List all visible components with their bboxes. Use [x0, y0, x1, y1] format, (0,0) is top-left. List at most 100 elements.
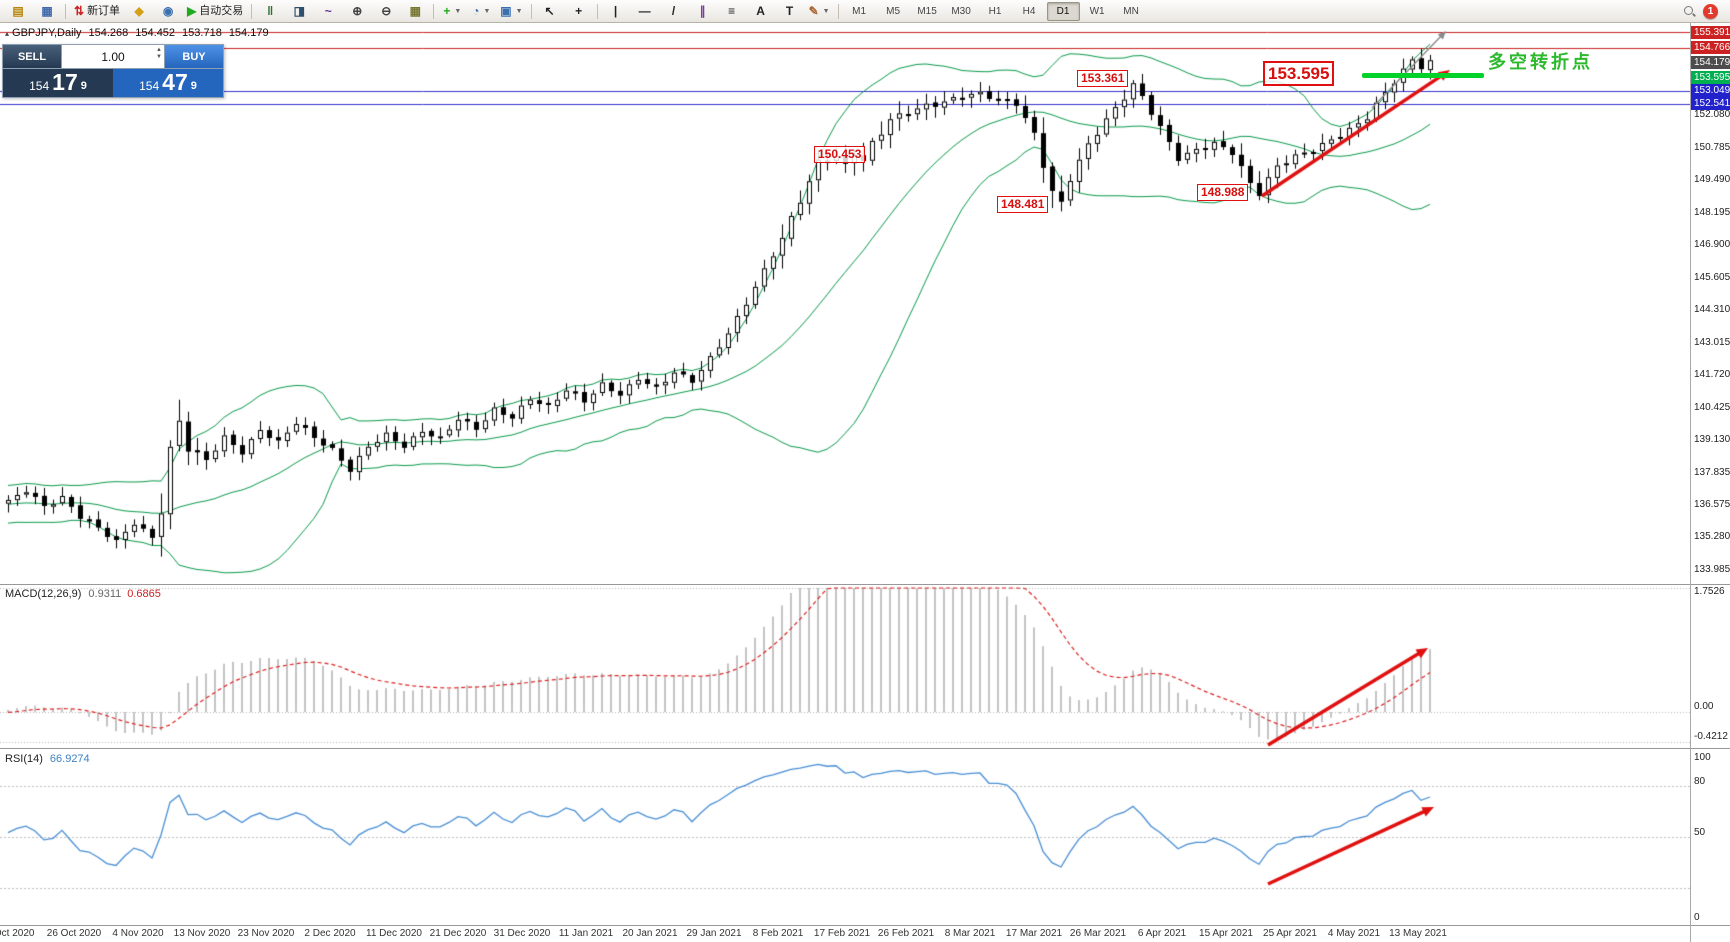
- timeframe-m30[interactable]: M30: [951, 5, 971, 17]
- text-button[interactable]: A: [747, 1, 775, 22]
- periods-caret-icon: ▼: [483, 7, 491, 15]
- main-chart-canvas[interactable]: [0, 23, 1690, 584]
- date-axis-label: 11 Jan 2021: [558, 928, 614, 939]
- line-chart-button[interactable]: ~: [314, 1, 342, 22]
- zoom-out-button[interactable]: ⊖: [372, 1, 400, 22]
- text-icon: A: [756, 4, 765, 18]
- date-axis-label: 11 Dec 2020: [366, 928, 422, 939]
- volume-value: 1.00: [101, 49, 125, 64]
- price-axis-tick: 140.425: [1694, 401, 1730, 413]
- rsi-axis-tick: 100: [1694, 752, 1711, 763]
- sell-price-button[interactable]: 154 17 9: [3, 69, 113, 97]
- macd-value-signal: 0.6865: [127, 588, 161, 600]
- date-axis-label: 8 Mar 2021: [944, 928, 996, 939]
- autotrading-icon: ▶: [187, 4, 197, 18]
- notification-badge[interactable]: 1: [1703, 3, 1718, 19]
- candlestick-chart-button[interactable]: ◨: [285, 1, 313, 22]
- arrows-tool-button[interactable]: ✎ ▼: [805, 1, 834, 22]
- market-watch-button[interactable]: ◉: [154, 1, 182, 22]
- line-chart-icon: ~: [324, 4, 332, 18]
- toolbar-separator: [65, 3, 66, 19]
- date-axis-label: 20 Jan 2021: [622, 928, 678, 939]
- fibonacci-retracement-button[interactable]: ≡: [718, 1, 746, 22]
- timeframe-h1[interactable]: H1: [988, 5, 1002, 17]
- new-order-button[interactable]: ⇅ 新订单: [70, 1, 124, 22]
- timeframe-d1[interactable]: D1: [1046, 1, 1080, 21]
- equidistant-channel-icon: ∥: [699, 4, 706, 18]
- toolbar-separator: [433, 3, 435, 19]
- price-axis-tag: 155.391: [1691, 25, 1730, 39]
- zoom-in-button[interactable]: ⊕: [343, 1, 371, 22]
- periods-button[interactable]: ◔ ▼: [467, 1, 495, 22]
- price-axis-tick: 150.785: [1694, 141, 1730, 153]
- symbol-period-label: GBPJPY,Daily: [12, 27, 82, 39]
- date-axis-label: 26 Oct 2020: [46, 928, 102, 939]
- text-label-button[interactable]: T: [776, 1, 804, 22]
- date-axis-label: 26 Feb 2021: [877, 928, 935, 939]
- price-axis-tag: 153.595: [1691, 70, 1730, 84]
- equidistant-channel-button[interactable]: ∥: [689, 1, 717, 22]
- timeframe-mn[interactable]: MN: [1123, 5, 1139, 17]
- fibonacci-retracement-icon: ≡: [728, 4, 736, 18]
- volume-stepper[interactable]: 1.00 ▲ ▼: [62, 45, 164, 68]
- toolbar-separator: [530, 3, 532, 19]
- volume-spin-buttons[interactable]: ▲ ▼: [156, 47, 162, 60]
- text-label-icon: T: [785, 4, 794, 18]
- cursor-button[interactable]: ↖: [536, 1, 564, 22]
- rsi-axis-tick: 50: [1694, 827, 1706, 838]
- price-axis-tag: 152.541: [1691, 97, 1730, 111]
- bar-chart-button[interactable]: ‖: [256, 1, 284, 22]
- timeframe-h4[interactable]: H4: [1022, 5, 1036, 17]
- indicators-button[interactable]: + ▼: [438, 1, 466, 22]
- date-axis-label: 26 Mar 2021: [1069, 928, 1127, 939]
- timeframe-m15[interactable]: M15: [917, 5, 937, 17]
- date-axis-label: 4 May 2021: [1327, 928, 1381, 939]
- date-axis-label: 13 May 2021: [1389, 928, 1447, 939]
- date-axis-label: 21 Dec 2020: [429, 928, 487, 939]
- one-click-trading-panel: SELL 1.00 ▲ ▼ BUY 154 17 9 154 47 9: [2, 44, 224, 98]
- price-annotation-box: 148.481: [997, 196, 1049, 213]
- autotrading-button[interactable]: ▶ 自动交易: [183, 1, 247, 22]
- crosshair-icon: +: [575, 4, 583, 18]
- timeframe-m5[interactable]: M5: [886, 5, 901, 17]
- trade-panel-prices: 154 17 9 154 47 9: [3, 69, 223, 97]
- tile-windows-icon: ▦: [409, 4, 421, 18]
- timeframe-w1[interactable]: W1: [1089, 5, 1105, 17]
- trendline-button[interactable]: /: [660, 1, 688, 22]
- timeframe-m1[interactable]: M1: [852, 5, 867, 17]
- macd-indicator-canvas[interactable]: [0, 585, 1690, 748]
- buy-button[interactable]: BUY: [164, 45, 223, 68]
- price-axis-tick: 148.195: [1694, 206, 1730, 218]
- arrows-tool-icon: ✎: [808, 4, 819, 18]
- metaeditor-icon: ◆: [134, 4, 144, 18]
- date-axis-label: 15 Apr 2021: [1199, 928, 1253, 939]
- search-icon[interactable]: [1683, 5, 1696, 18]
- tile-windows-button[interactable]: ▦: [401, 1, 429, 22]
- rsi-pane-divider[interactable]: [0, 748, 1730, 749]
- vertical-line-button[interactable]: |: [602, 1, 630, 22]
- horizontal-line-button[interactable]: ―: [631, 1, 659, 22]
- toolbar-separator: [837, 3, 839, 19]
- price-axis-tick: 139.130: [1694, 434, 1730, 446]
- indicators-icon: +: [443, 4, 451, 18]
- trendline-icon: /: [671, 4, 676, 18]
- profiles-button[interactable]: ▦: [33, 1, 61, 22]
- buy-price-point: 9: [190, 80, 197, 92]
- price-axis-tag: 154.179: [1691, 55, 1730, 69]
- metaeditor-button[interactable]: ◆: [125, 1, 153, 22]
- buy-price-button[interactable]: 154 47 9: [113, 69, 223, 97]
- toolbar-right-group: 1: [1683, 3, 1726, 19]
- volume-down-icon[interactable]: ▼: [156, 54, 162, 60]
- macd-axis-tick: -0.4212: [1694, 731, 1728, 742]
- crosshair-button[interactable]: +: [565, 1, 593, 22]
- new-chart-button[interactable]: ▤: [4, 1, 32, 22]
- templates-button[interactable]: ▣ ▼: [496, 1, 526, 22]
- indicators-caret-icon: ▼: [454, 7, 462, 15]
- macd-pane-divider[interactable]: [0, 584, 1730, 585]
- sell-button[interactable]: SELL: [3, 45, 62, 68]
- price-axis-tag: 154.766: [1691, 41, 1730, 55]
- date-axis-label: 17 Mar 2021: [1005, 928, 1063, 939]
- volume-up-icon[interactable]: ▲: [156, 47, 162, 53]
- ohlc-high: 154.452: [135, 27, 176, 39]
- rsi-indicator-canvas[interactable]: [0, 750, 1690, 925]
